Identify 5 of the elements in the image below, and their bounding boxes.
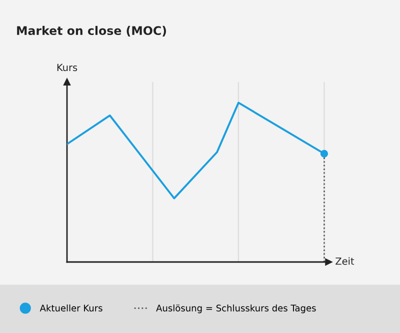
x-axis-title: Zeit [336,257,354,265]
chart-title: Market on close (MOC) [17,26,166,36]
legend-label: Aktueller Kurs [40,304,102,312]
y-axis-title: Kurs [57,64,78,72]
text: Auslösung = Schlusskurs des Tages [156,304,316,314]
